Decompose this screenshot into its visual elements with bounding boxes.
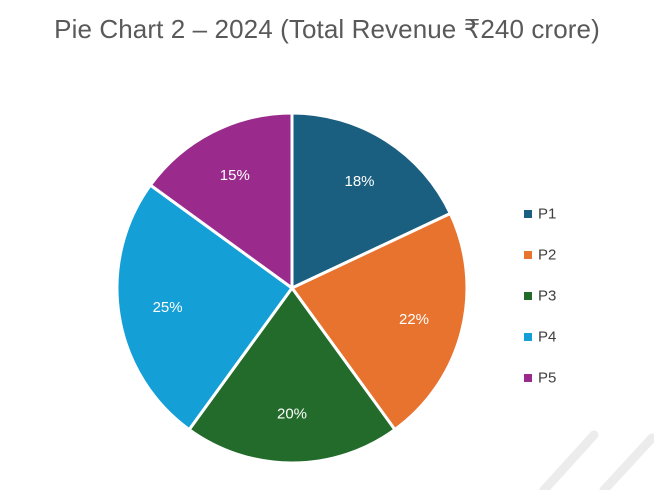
legend-swatch-p1	[524, 210, 532, 218]
legend-swatch-p3	[524, 292, 532, 300]
data-label-p3: 20%	[277, 406, 307, 423]
data-label-p5: 15%	[220, 167, 250, 184]
data-label-p4: 25%	[153, 299, 183, 316]
chart-legend: P1 P2 P3 P4 P5	[524, 206, 556, 387]
pie-slice-p5	[148, 111, 294, 290]
legend-label-p1: P1	[538, 206, 556, 223]
legend-label-p4: P4	[538, 329, 556, 346]
legend-label-p2: P2	[538, 247, 556, 264]
pie-slice-p2	[290, 211, 469, 432]
legend-swatch-p4	[524, 333, 532, 341]
pie-slices	[115, 111, 469, 465]
chart-title: Pie Chart 2 – 2024 (Total Revenue ₹240 c…	[54, 14, 600, 44]
pie-slice-p3	[187, 286, 397, 465]
pie-slice-p4	[115, 183, 294, 432]
legend-label-p3: P3	[538, 288, 556, 305]
pie-data-labels: 18% 22% 20% 25% 15%	[153, 167, 429, 422]
legend-swatch-p2	[524, 251, 532, 259]
watermark-graphic	[539, 430, 654, 490]
data-label-p1: 18%	[344, 173, 374, 190]
pie-slice-p1	[290, 111, 452, 290]
legend-label-p5: P5	[538, 370, 556, 387]
data-label-p2: 22%	[399, 311, 429, 328]
legend-swatch-p5	[524, 374, 532, 382]
